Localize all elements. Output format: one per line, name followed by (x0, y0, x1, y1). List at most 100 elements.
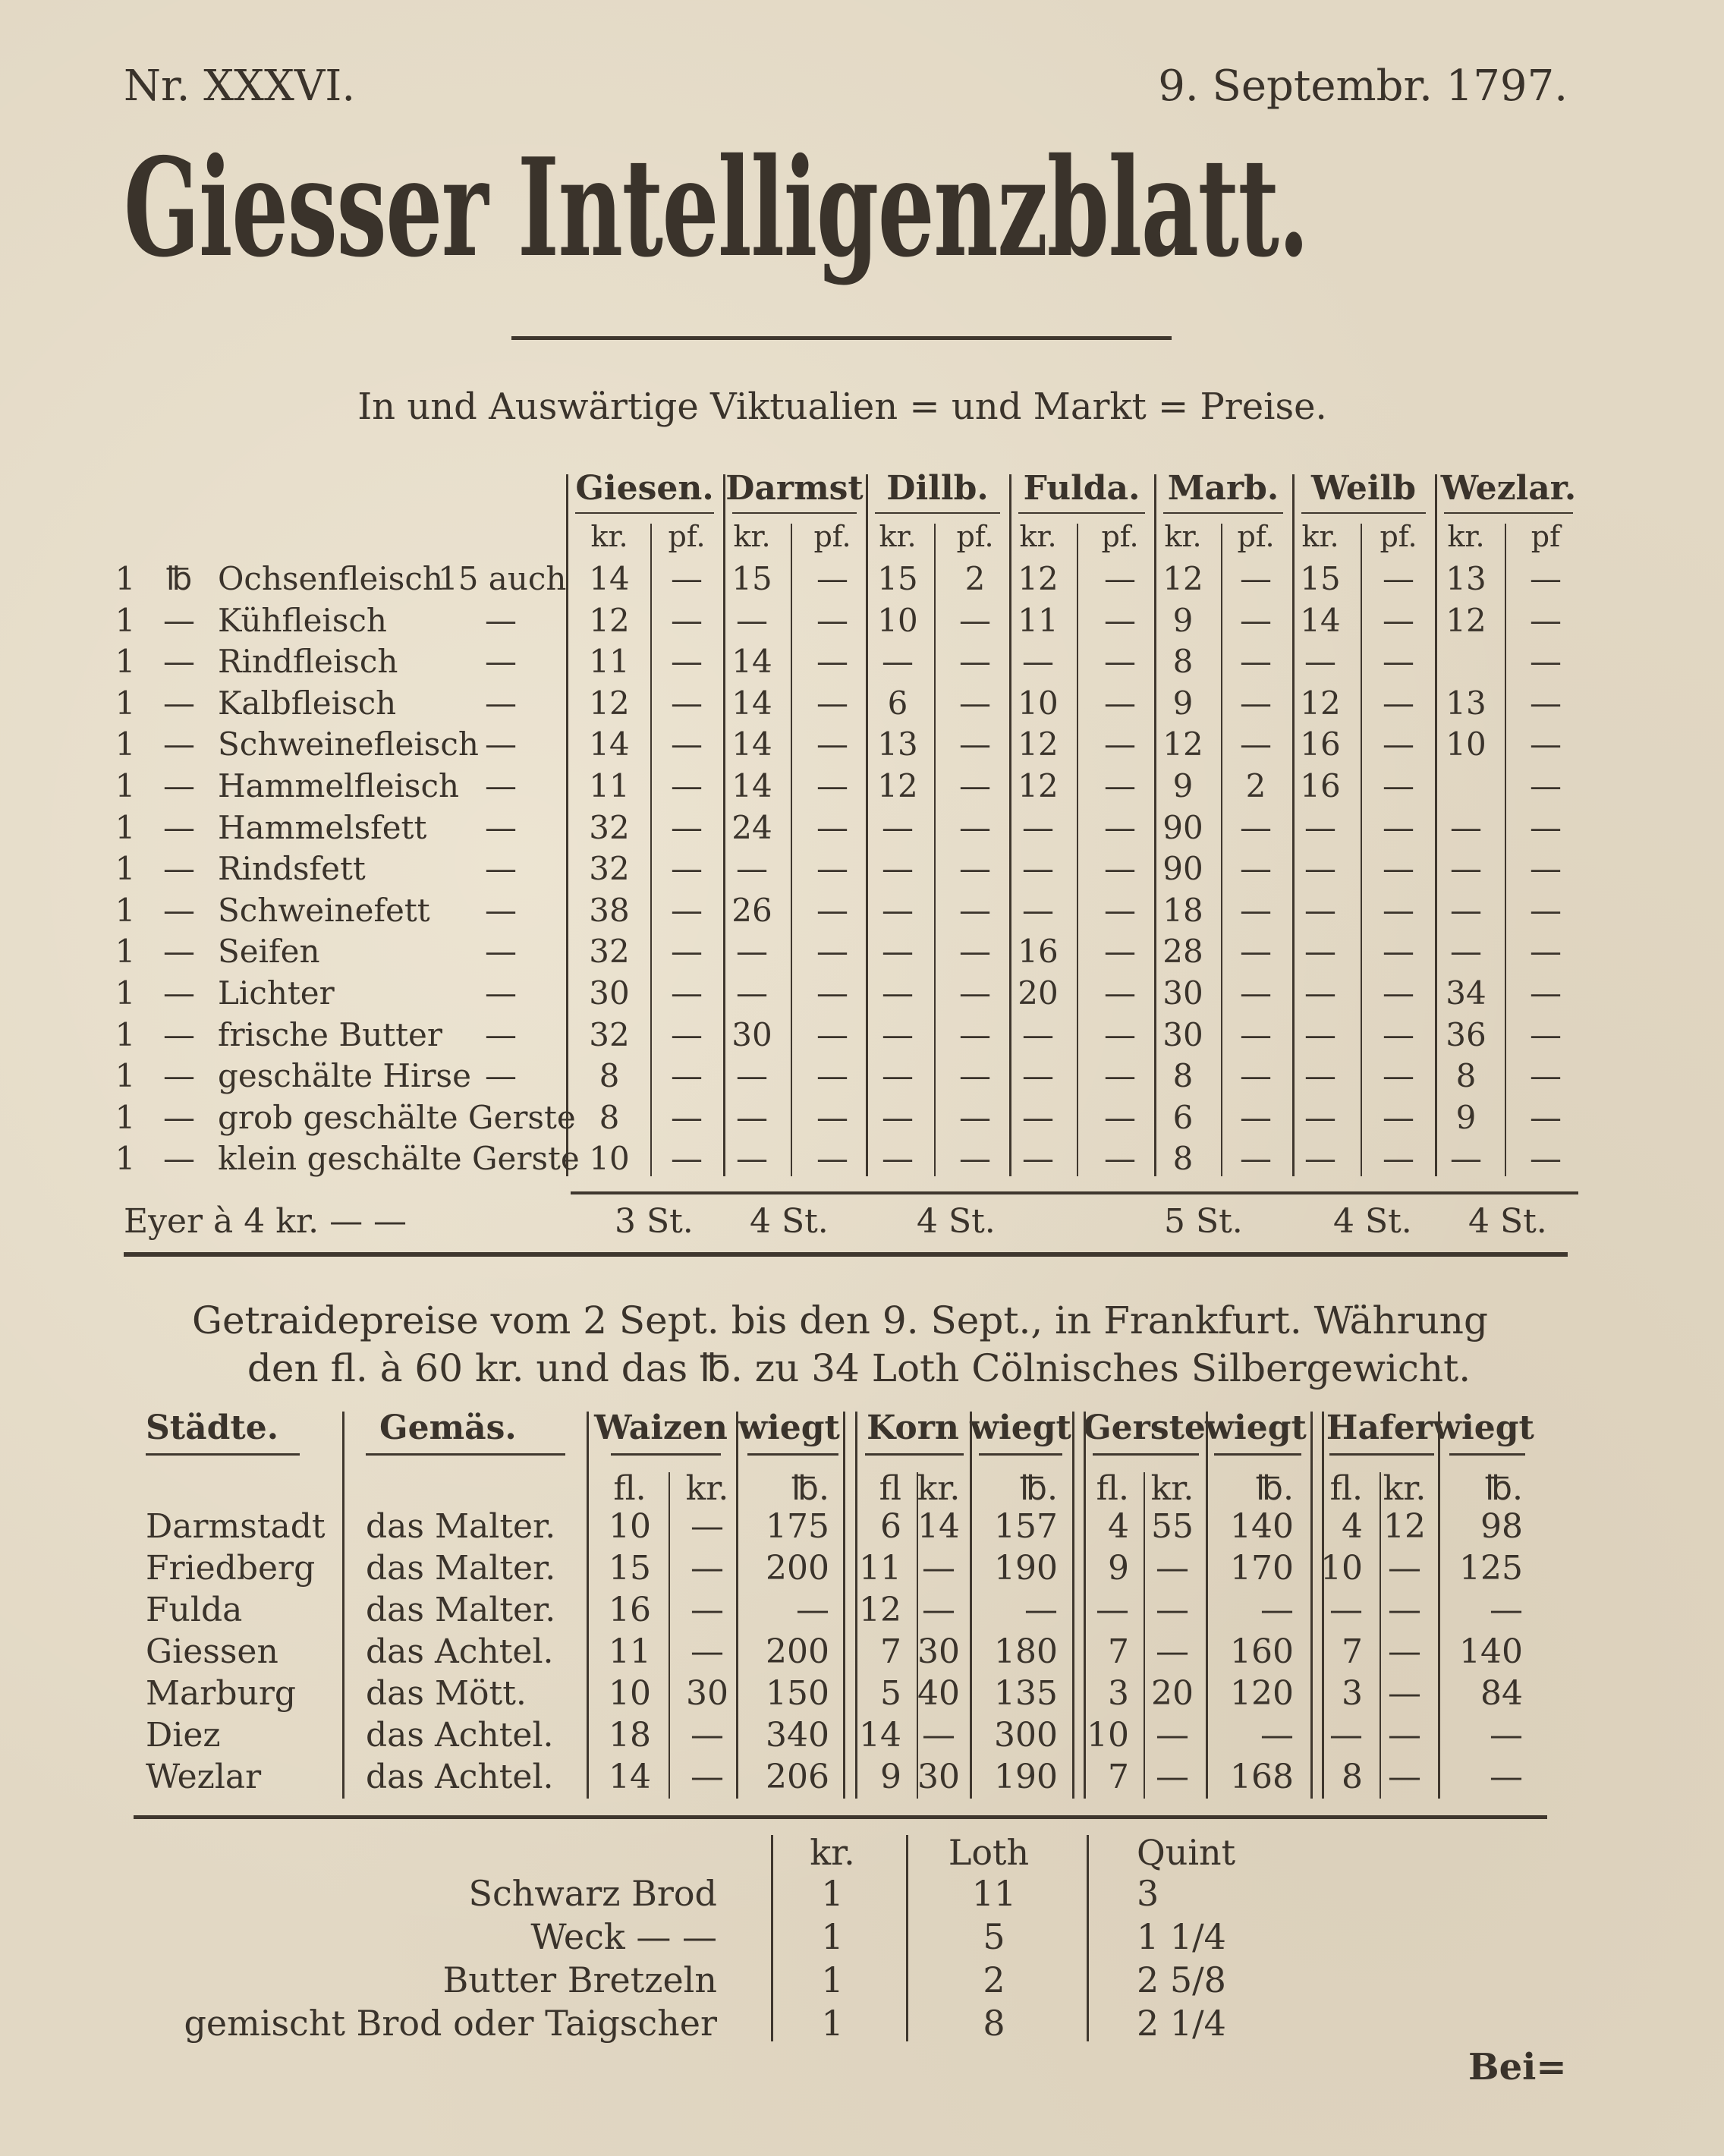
row-unit: — (163, 1140, 195, 1178)
price-cell: — (1022, 1098, 1054, 1136)
row-quantity: 1 (115, 684, 136, 722)
row-note: — (485, 933, 517, 971)
price-cell: — (959, 767, 991, 804)
price-cell: — (1304, 1015, 1336, 1053)
price-cell: — (1104, 601, 1136, 639)
bread-kr: 1 (821, 1959, 844, 2000)
price-cell: 38 (589, 891, 630, 929)
price-cell: — (882, 891, 914, 929)
grain-price-cell: 175 (766, 1507, 829, 1546)
price-cell: 12 (1300, 684, 1341, 722)
price-cell: — (736, 974, 768, 1012)
price-cell: — (671, 767, 703, 804)
price-cell: 11 (589, 643, 630, 681)
price-cell: — (1530, 1098, 1562, 1136)
price-cell: — (1450, 808, 1482, 846)
price-cell: — (1383, 1098, 1414, 1136)
price-cell: — (1383, 974, 1414, 1012)
grain-column-header: wiegt (1433, 1408, 1534, 1447)
price-cell: 15 (1300, 560, 1341, 597)
grain-price-cell: 3 (1342, 1674, 1363, 1713)
price-cell: — (1530, 933, 1562, 971)
price-cell: 9 (1172, 684, 1194, 722)
price-cell: — (816, 933, 848, 971)
bread-kr: 1 (821, 1873, 844, 1914)
row-quantity: 1 (115, 643, 136, 681)
price-cell: 13 (1446, 560, 1486, 597)
grain-unit-header: kr. (1150, 1469, 1194, 1508)
price-cell: 8 (1172, 643, 1194, 681)
price-cell: — (1104, 974, 1136, 1012)
price-cell: 12 (589, 684, 630, 722)
row-quantity: 1 (115, 1015, 136, 1053)
price-cell: — (1383, 850, 1414, 888)
column-rule (1144, 1472, 1145, 1799)
price-cell: — (1104, 933, 1136, 971)
price-cell: 32 (589, 933, 630, 971)
price-cell: — (1104, 1098, 1136, 1136)
grain-unit-header: kr. (1383, 1469, 1427, 1508)
column-rule (1077, 524, 1078, 1176)
column-rule (1154, 474, 1156, 1176)
price-cell: 8 (599, 1098, 620, 1136)
price-cell: — (1304, 933, 1336, 971)
price-cell: — (816, 891, 848, 929)
price-cell: — (1104, 891, 1136, 929)
price-cell: — (671, 1098, 703, 1136)
price-cell: 8 (1172, 1057, 1194, 1095)
price-cell: — (1240, 1140, 1272, 1178)
price-cell: — (1304, 850, 1336, 888)
column-rule (1380, 1472, 1381, 1799)
price-cell: — (1383, 933, 1414, 971)
grain-measure: das Achtel. (366, 1716, 554, 1755)
grain-measure: das Malter. (366, 1507, 556, 1546)
grain-unit-header: ℔. (1020, 1469, 1058, 1508)
horizontal-rule (747, 1453, 838, 1456)
price-cell: — (671, 850, 703, 888)
price-cell: — (816, 974, 848, 1012)
grain-price-cell: 14 (609, 1758, 651, 1796)
price-cell: — (959, 1140, 991, 1178)
unit-header: pf. (956, 520, 994, 553)
price-cell: — (1304, 1057, 1336, 1095)
price-cell: — (959, 808, 991, 846)
price-cell: 10 (589, 1140, 630, 1178)
unit-header: kr. (733, 520, 771, 553)
town-header: Marb. (1167, 469, 1279, 508)
grain-measure: das Mött. (366, 1674, 527, 1713)
grain-price-cell: — (691, 1716, 724, 1755)
unit-header: kr. (590, 520, 628, 553)
town-header: Fulda. (1023, 469, 1140, 508)
column-rule (1310, 1412, 1313, 1799)
price-cell: — (1383, 1057, 1414, 1095)
price-cell: — (1530, 808, 1562, 846)
bread-item-name: Butter Bretzeln (442, 1959, 717, 2000)
price-cell: — (1530, 601, 1562, 639)
horizontal-rule (875, 512, 1000, 514)
row-quantity: 1 (115, 891, 136, 929)
grain-price-cell: 7 (1342, 1632, 1363, 1671)
column-rule (1087, 1835, 1089, 2041)
grain-price-cell: 125 (1459, 1549, 1523, 1588)
grain-price-cell: 168 (1230, 1758, 1294, 1796)
row-unit: — (163, 808, 195, 846)
price-cell: — (882, 808, 914, 846)
price-cell: — (1240, 1098, 1272, 1136)
column-rule (1361, 524, 1362, 1176)
grain-price-cell: 10 (1320, 1549, 1363, 1588)
row-note: — (485, 684, 517, 722)
price-cell: 15 (877, 560, 918, 597)
price-cell: — (882, 643, 914, 681)
grain-price-cell: — (922, 1716, 955, 1755)
price-cell: — (816, 684, 848, 722)
price-cell: 13 (877, 725, 918, 763)
unit-header: kr. (1164, 520, 1202, 553)
grain-price-cell: — (1156, 1716, 1189, 1755)
price-cell: 20 (1018, 974, 1059, 1012)
column-rule (650, 524, 652, 1176)
price-cell: — (1530, 560, 1562, 597)
row-quantity: 1 (115, 767, 136, 804)
grain-price-cell: — (691, 1758, 724, 1796)
grain-price-cell: 14 (859, 1716, 901, 1755)
price-cell: — (671, 684, 703, 722)
